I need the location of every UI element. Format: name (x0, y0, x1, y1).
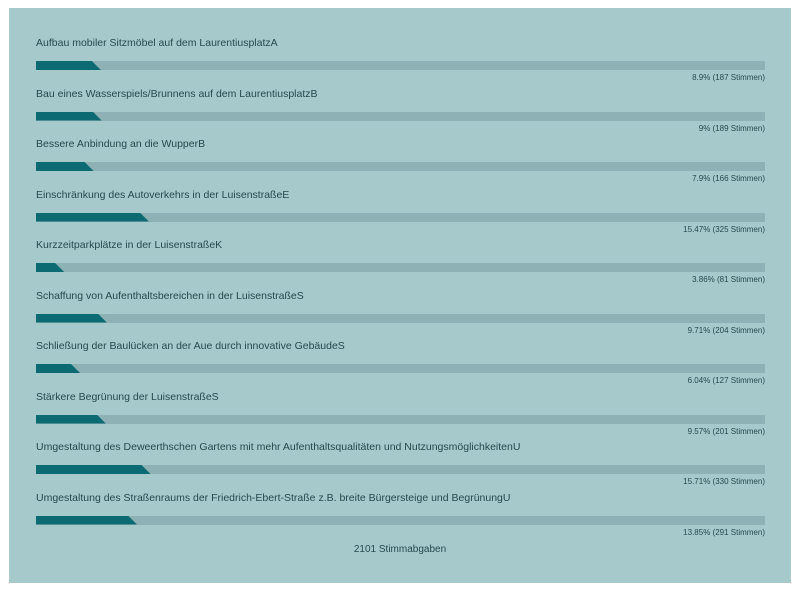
poll-option-stat: 15.71% (330 Stimmen) (683, 477, 765, 486)
poll-option: Schaffung von Aufenthaltsbereichen in de… (36, 289, 765, 340)
poll-option-bar-track (36, 313, 765, 323)
poll-option: Einschränkung des Autoverkehrs in der Lu… (36, 188, 765, 239)
poll-option-stat: 13.85% (291 Stimmen) (683, 527, 765, 537)
poll-option-label: Kurzzeitparkplätze in der LuisenstraßeK (36, 239, 223, 251)
poll-option: Bessere Anbindung an die WupperB 7.9% (16… (36, 137, 765, 188)
poll-option-label: Bessere Anbindung an die WupperB (36, 138, 206, 150)
poll-option: Umgestaltung des Straßenraums der Friedr… (36, 491, 765, 542)
poll-option-bar-fill (36, 213, 149, 222)
poll-option-bar-track (36, 515, 765, 525)
poll-option-label: Schaffung von Aufenthaltsbereichen in de… (36, 289, 304, 302)
poll-option-label: Schließung der Baulücken an der Aue durc… (36, 340, 345, 352)
poll-option-label: Umgestaltung des Deweerthschen Gartens m… (36, 441, 521, 453)
poll-option: Aufbau mobiler Sitzmöbel auf dem Laurent… (36, 36, 765, 87)
poll-option-bar-track (36, 61, 765, 70)
poll-option-label: Umgestaltung des Straßenraums der Friedr… (36, 491, 511, 504)
poll-options-list: Aufbau mobiler Sitzmöbel auf dem Laurent… (36, 36, 765, 541)
poll-option-label: Bau eines Wasserspiels/Brunnens auf dem … (36, 87, 318, 100)
poll-option-stat: 6.04% (127 Stimmen) (687, 376, 765, 385)
poll-option-bar-fill (36, 162, 94, 171)
poll-option-label: Aufbau mobiler Sitzmöbel auf dem Laurent… (36, 37, 278, 49)
poll-option-stat: 3.86% (81 Stimmen) (692, 275, 765, 284)
poll-option-stat: 8.9% (187 Stimmen) (692, 73, 765, 82)
poll-option: Stärkere Begrünung der LuisenstraßeS 9.57… (36, 390, 765, 441)
poll-option-label: Einschränkung des Autoverkehrs in der Lu… (36, 188, 290, 201)
poll-option-bar-fill (36, 516, 137, 525)
poll-option-bar-track (36, 414, 765, 424)
poll-option-stat: 15.47% (325 Stimmen) (683, 224, 765, 234)
poll-option-stat: 9.57% (201 Stimmen) (687, 426, 765, 436)
poll-option-bar-fill (36, 61, 101, 70)
poll-option: Umgestaltung des Deweerthschen Gartens m… (36, 440, 765, 491)
poll-results-panel: Aufbau mobiler Sitzmöbel auf dem Laurent… (9, 8, 791, 583)
poll-option-bar-fill (36, 263, 64, 272)
poll-option-stat: 7.9% (166 Stimmen) (692, 174, 765, 183)
poll-option-bar-track (36, 212, 765, 222)
poll-option-bar-track (36, 465, 765, 474)
poll-option-stat: 9.71% (204 Stimmen) (687, 325, 765, 335)
poll-option-bar-fill (36, 465, 151, 474)
total-votes-label: 2101 Stimmabgaben (353, 544, 447, 555)
poll-option-bar-track (36, 263, 765, 272)
poll-option-bar-fill (36, 415, 106, 424)
poll-option-bar-fill (36, 314, 107, 323)
poll-option-bar-fill (36, 112, 102, 121)
poll-option-bar-track (36, 111, 765, 121)
poll-option-bar-track (36, 364, 765, 373)
poll-option-bar-track (36, 162, 765, 171)
poll-option-bar-fill (36, 364, 80, 373)
poll-option: Schließung der Baulücken an der Aue durc… (36, 339, 765, 390)
poll-option: Kurzzeitparkplätze in der LuisenstraßeK 3… (36, 238, 765, 289)
poll-option-stat: 9% (189 Stimmen) (698, 123, 765, 133)
poll-option: Bau eines Wasserspiels/Brunnens auf dem … (36, 87, 765, 138)
poll-option-label: Stärkere Begrünung der LuisenstraßeS (36, 390, 219, 403)
